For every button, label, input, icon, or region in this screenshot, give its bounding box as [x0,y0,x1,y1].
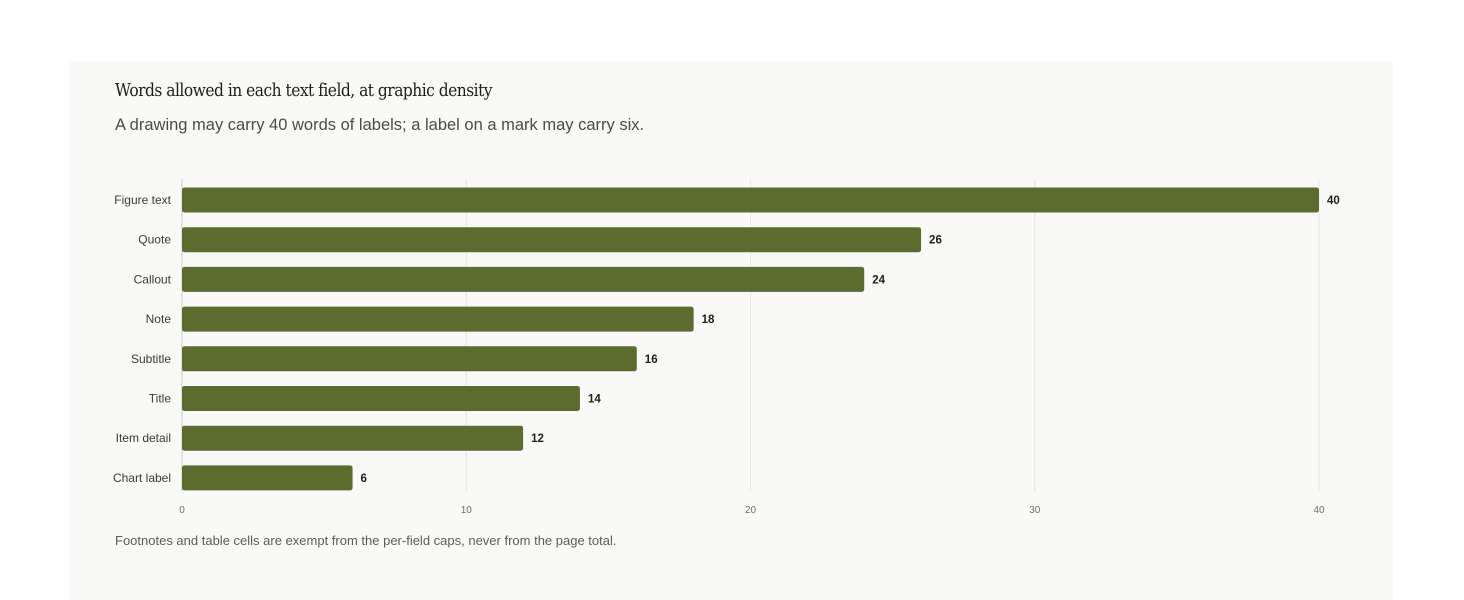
chart-footnote: Footnotes and table cells are exempt fro… [115,533,617,548]
category-label: Figure text [114,193,171,207]
bar [182,346,637,372]
value-label: 26 [929,235,942,247]
category-label: Item detail [116,431,171,445]
value-label: 14 [588,394,601,406]
value-label: 18 [702,314,715,326]
chart-card: Words allowed in each text field, at gra… [69,61,1393,600]
category-label: Subtitle [131,352,171,366]
bar [182,306,694,332]
bar [182,465,353,491]
value-label: 40 [1327,195,1340,207]
chart-title: Words allowed in each text field, at gra… [115,80,493,101]
bar [182,227,922,253]
value-label: 16 [645,354,658,366]
bar [182,386,580,411]
x-tick-label: 0 [179,505,185,516]
category-label: Title [149,392,172,406]
x-tick-label: 20 [745,505,757,516]
category-label: Quote [138,233,171,247]
bar-chart: 0 10 20 30 40 Figure text 40 Quote 26 Callout 24 No… [113,179,1340,516]
bar [182,266,865,292]
bar [182,187,1319,213]
category-label: Callout [134,272,172,286]
value-label: 6 [361,473,367,485]
x-tick-label: 30 [1029,505,1041,516]
category-label: Chart label [113,471,171,485]
value-label: 12 [531,433,544,445]
category-label: Note [146,312,172,326]
x-tick-label: 10 [461,505,473,516]
x-tick-label: 40 [1313,505,1325,516]
bar [182,425,524,451]
chart-subtitle: A drawing may carry 40 words of labels; … [115,116,645,134]
value-label: 24 [872,274,885,286]
